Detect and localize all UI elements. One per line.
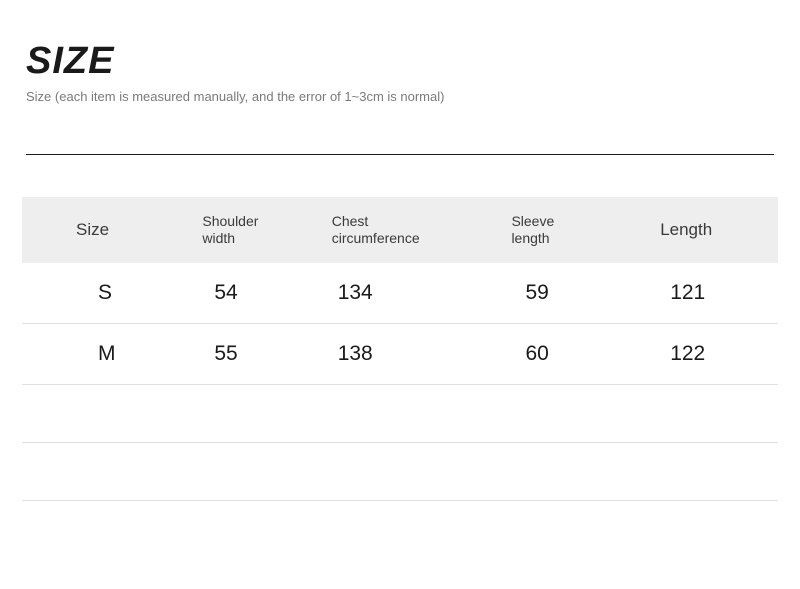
table-row-empty	[22, 442, 778, 500]
cell-shoulder: 54	[172, 263, 311, 324]
col-sleeve: Sleevelength	[483, 197, 600, 263]
col-shoulder: Shoulderwidth	[172, 197, 311, 263]
cell-size: S	[22, 263, 172, 324]
header-divider	[26, 154, 774, 155]
size-header: SIZE Size (each item is measured manuall…	[0, 0, 800, 104]
cell-chest: 134	[312, 263, 484, 324]
col-chest: Chestcircumference	[312, 197, 484, 263]
empty-cell	[22, 384, 778, 442]
col-length: Length	[600, 197, 778, 263]
cell-size: M	[22, 323, 172, 384]
cell-length: 121	[600, 263, 778, 324]
cell-chest: 138	[312, 323, 484, 384]
cell-sleeve: 60	[483, 323, 600, 384]
table-row: M 55 138 60 122	[22, 323, 778, 384]
cell-sleeve: 59	[483, 263, 600, 324]
size-table: Size Shoulderwidth Chestcircumference Sl…	[22, 197, 778, 501]
empty-cell	[22, 442, 778, 500]
cell-shoulder: 55	[172, 323, 311, 384]
size-subtitle: Size (each item is measured manually, an…	[26, 89, 800, 104]
table-row-empty	[22, 384, 778, 442]
col-size: Size	[22, 197, 172, 263]
table-row: S 54 134 59 121	[22, 263, 778, 324]
table-header-row: Size Shoulderwidth Chestcircumference Sl…	[22, 197, 778, 263]
cell-length: 122	[600, 323, 778, 384]
size-title: SIZE	[26, 40, 800, 83]
